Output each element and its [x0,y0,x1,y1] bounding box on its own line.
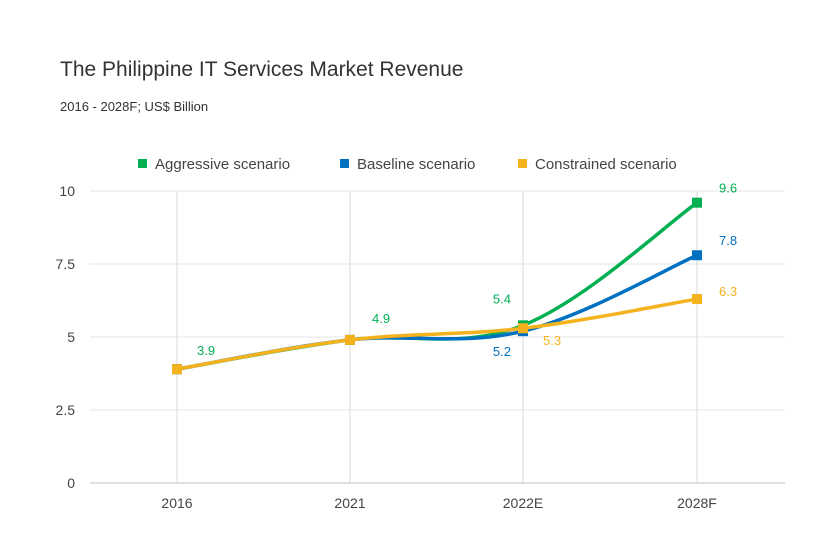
series-layer [172,197,702,375]
x-tick-label: 2016 [161,495,192,511]
chart-subtitle: 2016 - 2028F; US$ Billion [60,99,209,114]
data-label: 5.2 [493,344,511,359]
series-marker [172,364,182,375]
legend-label: Baseline scenario [357,156,475,173]
legend-label: Constrained scenario [535,156,677,173]
legend-swatch [340,159,349,168]
data-label: 9.6 [719,181,737,196]
grid-layer [90,190,785,483]
data-label: 5.4 [493,291,511,306]
data-label: 7.8 [719,233,737,248]
data-label: 6.3 [719,284,737,299]
legend-swatch [138,159,147,168]
y-tick-label: 10 [59,183,75,199]
legend-label: Aggressive scenario [155,156,290,173]
series-line [175,200,699,371]
series-marker [345,334,355,345]
series-line [175,297,699,371]
legend: Aggressive scenario Baseline scenario Cons… [138,156,677,173]
chart-title: The Philippine IT Services Market Revenu… [60,58,464,81]
data-label: 3.9 [197,343,215,358]
y-tick-label: 7.5 [56,256,76,272]
axis-layer: 0 2.5 5 7.5 10 2016 2021 2022E 2028F [56,183,785,511]
y-tick-label: 2.5 [56,402,76,418]
label-layer: 3.9 4.9 5.4 5.2 5.3 9.6 7.8 6.3 [197,181,737,359]
series-marker [692,294,702,305]
series-marker [692,197,702,208]
y-tick-label: 0 [67,475,75,491]
x-tick-label: 2022E [503,495,543,511]
series-marker [518,323,528,334]
x-tick-label: 2021 [334,495,365,511]
data-label: 5.3 [543,333,561,348]
x-tick-label: 2028F [677,495,717,511]
data-label: 4.9 [372,311,390,326]
series-marker [692,250,702,261]
legend-swatch [518,159,527,168]
y-tick-label: 5 [67,329,75,345]
